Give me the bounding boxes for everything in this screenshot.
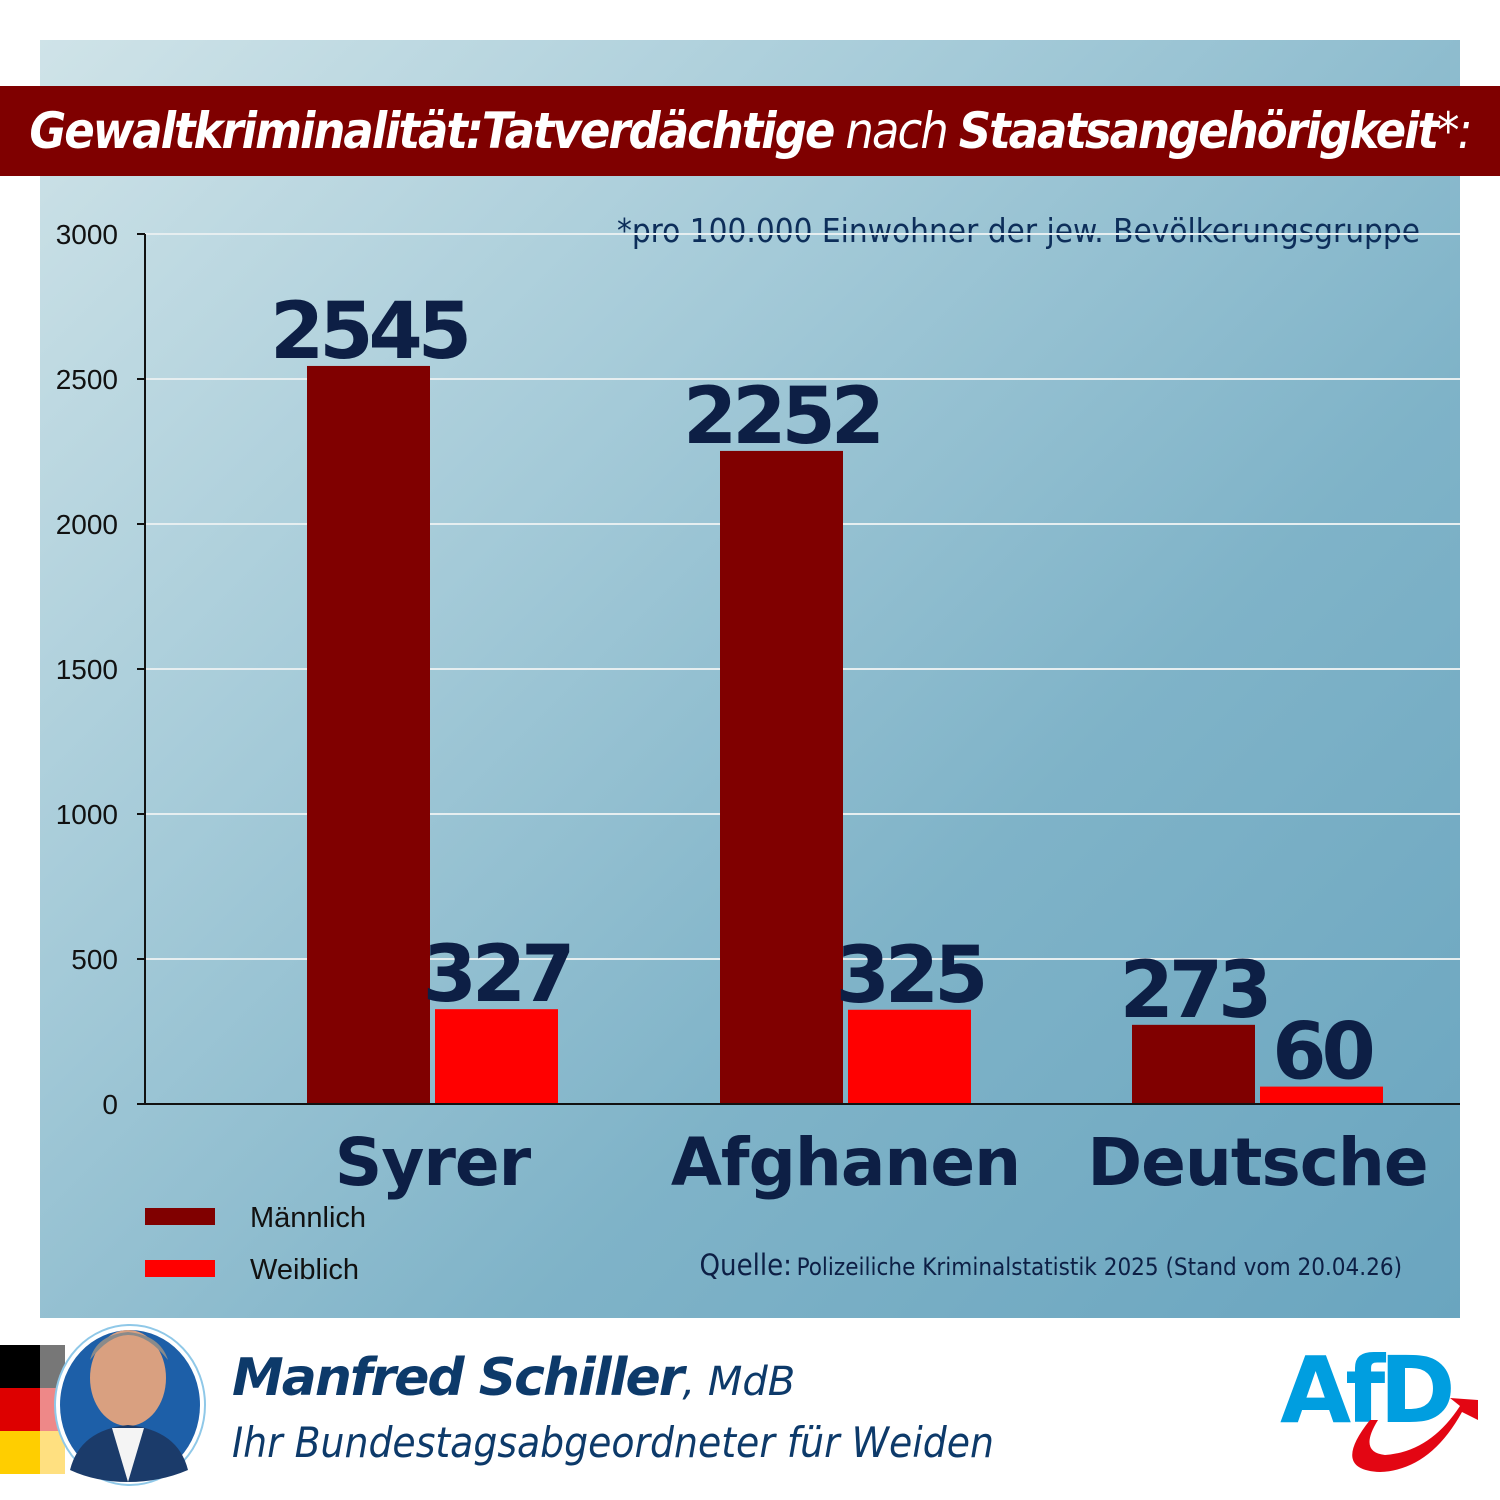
y-tick-label: 3000 <box>56 219 118 250</box>
chart-note: *pro 100.000 Einwohner der jew. Bevölker… <box>617 211 1420 250</box>
data-label: 273 <box>1120 946 1268 1036</box>
name: Manfred Schiller <box>232 1348 684 1408</box>
x-category-label: Deutsche <box>1087 1124 1427 1201</box>
legend-label: Männlich <box>250 1202 366 1234</box>
afd-logo: AfD <box>1280 1337 1478 1472</box>
legend: Männlich Weiblich <box>145 1202 366 1286</box>
data-label: 325 <box>836 931 984 1021</box>
y-tick-label: 1000 <box>56 799 118 830</box>
y-tick-label: 500 <box>71 944 118 975</box>
title-part: Staatsangehörigkeit <box>958 102 1439 160</box>
bar-syrer-maennlich <box>307 365 430 1104</box>
source: Quelle: Polizeiliche Kriminalstatistik 2… <box>700 1248 1403 1282</box>
data-label: 327 <box>423 930 571 1020</box>
bar-deutsche-maennlich <box>1132 1024 1255 1104</box>
data-label: 60 <box>1272 1008 1372 1098</box>
y-tick-label: 0 <box>102 1089 118 1120</box>
data-label: 2545 <box>270 287 467 377</box>
data-label: 2252 <box>683 372 880 462</box>
bar-afghanen-weiblich <box>848 1009 971 1104</box>
title-suffix: , MdB <box>682 1359 796 1405</box>
bar-deutsche-weiblich <box>1260 1086 1383 1104</box>
legend-swatch-maennlich <box>145 1208 215 1225</box>
title-part: *: <box>1437 102 1473 160</box>
politician-subtitle: Ihr Bundestagsabgeordneter für Weiden <box>232 1418 994 1467</box>
page-title: Gewaltkriminalität:Tatverdächtige nach S… <box>0 86 1500 176</box>
politician-name: Manfred Schiller, MdB <box>232 1348 795 1408</box>
y-tick-label: 2000 <box>56 509 118 540</box>
source-text: Polizeiliche Kriminalstatistik 2025 (Sta… <box>797 1253 1402 1281</box>
title-part: Gewaltkriminalität:Tatverdächtige <box>29 102 835 160</box>
source-label: Quelle: <box>700 1248 792 1282</box>
legend-label: Weiblich <box>250 1254 359 1286</box>
y-tick-label: 1500 <box>56 654 118 685</box>
bar-syrer-weiblich <box>435 1009 558 1104</box>
avatar <box>54 1324 206 1486</box>
x-category-label: Syrer <box>335 1124 532 1201</box>
x-category-label: Afghanen <box>671 1124 1020 1201</box>
title-part: nach <box>845 102 948 160</box>
y-tick-label: 2500 <box>56 364 118 395</box>
bar-afghanen-maennlich <box>720 450 843 1104</box>
legend-swatch-weiblich <box>145 1260 215 1277</box>
